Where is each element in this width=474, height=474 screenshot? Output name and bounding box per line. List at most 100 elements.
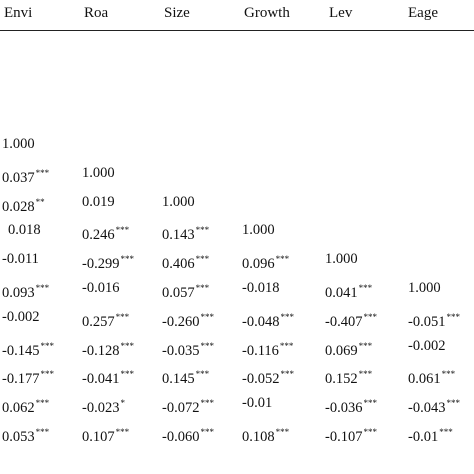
table-row: 0.093*** -0.016 0.057*** -0.018 0.041*** 1.00…	[0, 279, 474, 305]
cell-value: -0.011	[2, 251, 39, 268]
cell-value: -0.299	[82, 256, 120, 273]
significance-stars: ***	[120, 369, 134, 380]
table-row: -0.177*** -0.041*** 0.145*** -0.052*** 0.152…	[0, 365, 474, 391]
significance-stars: ***	[280, 369, 294, 380]
cell-value: 0.019	[82, 193, 115, 210]
table-row: 1.000	[0, 135, 474, 161]
cell-value: 0.053	[2, 429, 35, 445]
table-cell: 0.019	[82, 193, 115, 211]
table-row: 0.028** 0.019 1.000	[0, 193, 474, 219]
table-cell: 0.062***	[2, 394, 49, 417]
table-cell: -0.116***	[242, 337, 293, 360]
significance-stars: ***	[195, 369, 210, 380]
column-header-roa: Roa	[84, 5, 109, 21]
significance-stars: ***	[115, 427, 130, 437]
significance-stars: ***	[446, 398, 460, 409]
cell-value: 0.257	[82, 313, 115, 330]
table-header-row: Envi Roa Size Growth Lev Eage	[0, 0, 474, 30]
table-cell: -0.01	[242, 394, 272, 412]
header-rule	[0, 30, 474, 31]
cell-value: -0.036	[325, 400, 363, 417]
table-cell: -0.051***	[408, 308, 460, 331]
column-header-envi: Envi	[4, 5, 33, 21]
cell-value: -0.116	[242, 342, 279, 359]
significance-stars: ***	[200, 311, 214, 322]
cell-value: -0.002	[2, 308, 40, 325]
cell-value: 0.143	[162, 227, 195, 244]
column-header-growth: Growth	[244, 5, 290, 21]
significance-stars: ***	[115, 225, 130, 236]
cell-value: -0.072	[162, 400, 200, 417]
cell-value: -0.018	[242, 280, 280, 296]
cell-value: -0.052	[242, 371, 280, 388]
cell-value: -0.002	[408, 337, 446, 354]
cell-value: 0.028	[2, 198, 35, 215]
table-row: -0.002 0.257*** -0.260*** -0.048*** -0.407**…	[0, 308, 474, 334]
significance-stars: ***	[35, 398, 50, 409]
cell-value: 0.018	[8, 222, 41, 239]
significance-stars: ***	[280, 311, 294, 322]
significance-stars: ***	[363, 311, 377, 322]
cell-value: -0.177	[2, 371, 40, 388]
cell-value: 0.145	[162, 371, 195, 388]
table-row: 0.018 0.246*** 0.143 *** 1.000	[0, 221, 474, 247]
table-cell: 1.000	[82, 164, 115, 182]
table-cell: 1.000	[2, 135, 35, 153]
significance-stars: ***	[446, 311, 460, 322]
table-cell: -0.016	[82, 279, 119, 297]
significance-stars: ***	[275, 254, 290, 265]
cell-value: -0.041	[82, 371, 120, 388]
table-cell: 0.152***	[325, 365, 372, 388]
significance-stars: ***	[358, 340, 373, 351]
table-cell: -0.060***	[162, 423, 214, 446]
significance-stars: ***	[120, 254, 134, 265]
table-row: -0.011 -0.299*** 0.406*** 0.096*** 1.000	[0, 250, 474, 276]
cell-value: -0.051	[408, 313, 446, 330]
table-cell: -0.043***	[408, 394, 460, 417]
significance-stars: ***	[200, 427, 214, 437]
table-cell: 0.069***	[325, 337, 372, 360]
cell-value: -0.01	[408, 429, 439, 445]
significance-stars: ***	[35, 283, 50, 293]
cell-value: 0.152	[325, 371, 358, 388]
table-cell: 0.145***	[162, 365, 209, 388]
cell-value: 0.061	[408, 371, 441, 388]
cell-value: -0.260	[162, 313, 200, 330]
cell-value: -0.128	[82, 342, 120, 359]
cell-value: -0.145	[2, 342, 40, 359]
table-cell: 0.028**	[2, 193, 45, 216]
table-cell: 0.018	[8, 221, 41, 239]
significance-stars: ***	[35, 167, 50, 178]
cell-value: 1.000	[325, 251, 358, 268]
significance-stars: ***	[40, 369, 54, 380]
significance-stars: **	[35, 196, 45, 207]
table-row: 0.037*** 1.000	[0, 164, 474, 190]
table-cell: 1.000	[408, 279, 441, 297]
significance-stars: ***	[200, 398, 214, 409]
cell-value: 1.000	[242, 222, 275, 239]
table-cell: -0.036***	[325, 394, 377, 417]
significance-stars: ***	[115, 311, 130, 322]
table-cell: 0.057***	[162, 279, 209, 302]
cell-value: 0.069	[325, 342, 358, 359]
cell-value: 0.107	[82, 429, 115, 445]
table-row: 0.053*** 0.107*** -0.060*** 0.108*** -0.107*…	[0, 423, 474, 449]
table-cell: -0.002	[2, 308, 39, 326]
table-cell: -0.072***	[162, 394, 214, 417]
table-cell: 0.246***	[82, 221, 129, 244]
cell-value: 0.093	[2, 285, 35, 301]
cell-value: -0.01	[242, 395, 273, 412]
significance-stars: ***	[40, 340, 54, 351]
table-cell: 0.093***	[2, 279, 49, 302]
table-cell: -0.260***	[162, 308, 214, 331]
table-cell: -0.041***	[82, 365, 134, 388]
table-cell: 0.107***	[82, 423, 129, 446]
significance-stars: ***	[195, 254, 210, 265]
table-cell: 0.257***	[82, 308, 129, 331]
cell-value: 0.041	[325, 285, 358, 301]
cell-value: 0.406	[162, 256, 195, 273]
table-cell: -0.048***	[242, 308, 294, 331]
table-cell: 0.041***	[325, 279, 372, 302]
table-cell: 0.096***	[242, 250, 289, 273]
